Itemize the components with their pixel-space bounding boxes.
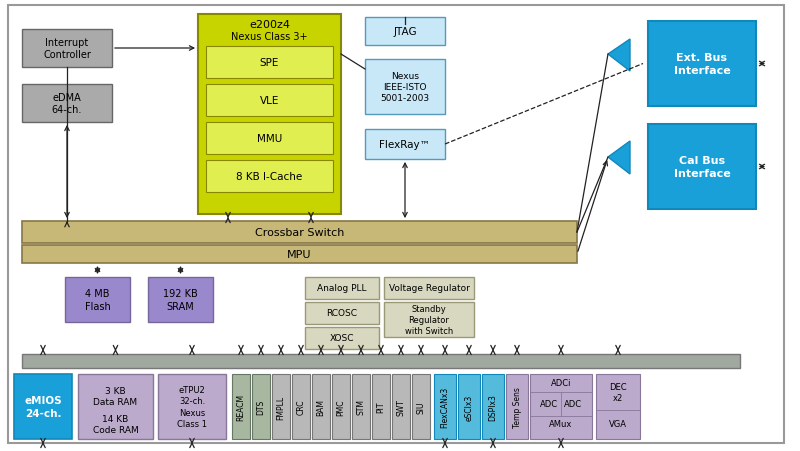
Bar: [332, 374, 350, 439]
Polygon shape: [608, 40, 630, 72]
Bar: [272, 374, 290, 439]
Text: DSPIx3: DSPIx3: [489, 393, 498, 420]
Bar: [372, 374, 390, 439]
Text: Cal Bus
Interface: Cal Bus Interface: [674, 156, 730, 178]
Text: 14 KB
Code RAM: 14 KB Code RAM: [93, 414, 138, 434]
Text: Analog PLL: Analog PLL: [318, 284, 366, 293]
Bar: [365, 60, 445, 115]
Bar: [312, 374, 330, 439]
Bar: [482, 374, 504, 439]
Bar: [305, 302, 379, 324]
Text: VLE: VLE: [260, 96, 279, 106]
Text: FlexRay™: FlexRay™: [379, 140, 430, 150]
Text: STM: STM: [357, 399, 366, 414]
Bar: [14, 374, 72, 439]
Text: Nexus
IEEE-ISTO
5001-2003: Nexus IEEE-ISTO 5001-2003: [381, 72, 430, 103]
Text: DTS: DTS: [257, 399, 266, 414]
Text: Temp Sens: Temp Sens: [513, 386, 522, 427]
Text: AMux: AMux: [550, 419, 573, 428]
Text: eMIOS
24-ch.: eMIOS 24-ch.: [24, 396, 62, 418]
Bar: [392, 374, 410, 439]
Bar: [206, 123, 333, 155]
Bar: [506, 374, 528, 439]
Bar: [232, 374, 250, 439]
Text: FMPLL: FMPLL: [277, 395, 286, 419]
Bar: [158, 374, 226, 439]
Text: CRC: CRC: [297, 399, 306, 414]
Text: XOSC: XOSC: [330, 334, 354, 343]
Bar: [206, 47, 333, 79]
Bar: [648, 22, 756, 107]
Text: Standby
Regulator
with Switch: Standby Regulator with Switch: [405, 304, 453, 336]
Text: PMC: PMC: [337, 398, 346, 415]
Bar: [384, 302, 474, 337]
Text: RCOSC: RCOSC: [326, 309, 358, 318]
Text: JTAG: JTAG: [393, 27, 417, 37]
Text: Voltage Regulator: Voltage Regulator: [389, 284, 470, 293]
Text: 192 KB
SRAM: 192 KB SRAM: [163, 289, 198, 311]
Bar: [22, 85, 112, 123]
Polygon shape: [608, 142, 630, 175]
Bar: [206, 85, 333, 117]
Text: SIU: SIU: [417, 400, 426, 413]
Text: ADC: ADC: [539, 400, 558, 409]
Bar: [22, 245, 577, 263]
Bar: [648, 125, 756, 210]
Bar: [365, 130, 445, 160]
Bar: [305, 277, 379, 299]
Text: eSCIx3: eSCIx3: [465, 394, 474, 420]
Bar: [65, 277, 130, 322]
Bar: [22, 354, 740, 368]
Text: eDMA
64-ch.: eDMA 64-ch.: [52, 92, 82, 115]
Text: 3 KB
Data RAM: 3 KB Data RAM: [94, 386, 138, 406]
Text: ADC: ADC: [564, 400, 582, 409]
Bar: [206, 161, 333, 193]
Text: MPU: MPU: [287, 249, 312, 259]
Bar: [530, 374, 592, 439]
Text: e200z4: e200z4: [249, 20, 290, 30]
Bar: [434, 374, 456, 439]
Text: DEC
x2: DEC x2: [609, 382, 627, 402]
Text: 4 MB
Flash: 4 MB Flash: [85, 289, 110, 311]
Bar: [384, 277, 474, 299]
Text: eTPU2
32-ch.
Nexus
Class 1: eTPU2 32-ch. Nexus Class 1: [177, 386, 207, 428]
Text: BAM: BAM: [317, 398, 326, 415]
Bar: [458, 374, 480, 439]
Bar: [292, 374, 310, 439]
Text: REACM: REACM: [237, 393, 246, 420]
Bar: [78, 374, 153, 439]
Text: MMU: MMU: [257, 133, 282, 144]
Bar: [22, 30, 112, 68]
Text: SPE: SPE: [260, 58, 279, 68]
Bar: [305, 327, 379, 349]
Text: Ext. Bus
Interface: Ext. Bus Interface: [674, 53, 730, 75]
Bar: [148, 277, 213, 322]
Text: VGA: VGA: [609, 419, 627, 428]
Text: PIT: PIT: [377, 401, 386, 412]
Bar: [22, 221, 577, 244]
Bar: [352, 374, 370, 439]
Text: SWT: SWT: [397, 398, 406, 415]
Bar: [198, 15, 341, 215]
Bar: [412, 374, 430, 439]
Text: ADCi: ADCi: [550, 379, 571, 388]
Text: Crossbar Switch: Crossbar Switch: [255, 227, 344, 238]
Text: Interrupt
Controller: Interrupt Controller: [43, 38, 91, 60]
Text: Nexus Class 3+: Nexus Class 3+: [231, 32, 308, 42]
Text: 8 KB I-Cache: 8 KB I-Cache: [236, 172, 302, 182]
Text: FlexCANx3: FlexCANx3: [441, 386, 450, 427]
Bar: [252, 374, 270, 439]
Bar: [365, 18, 445, 46]
Bar: [596, 374, 640, 439]
